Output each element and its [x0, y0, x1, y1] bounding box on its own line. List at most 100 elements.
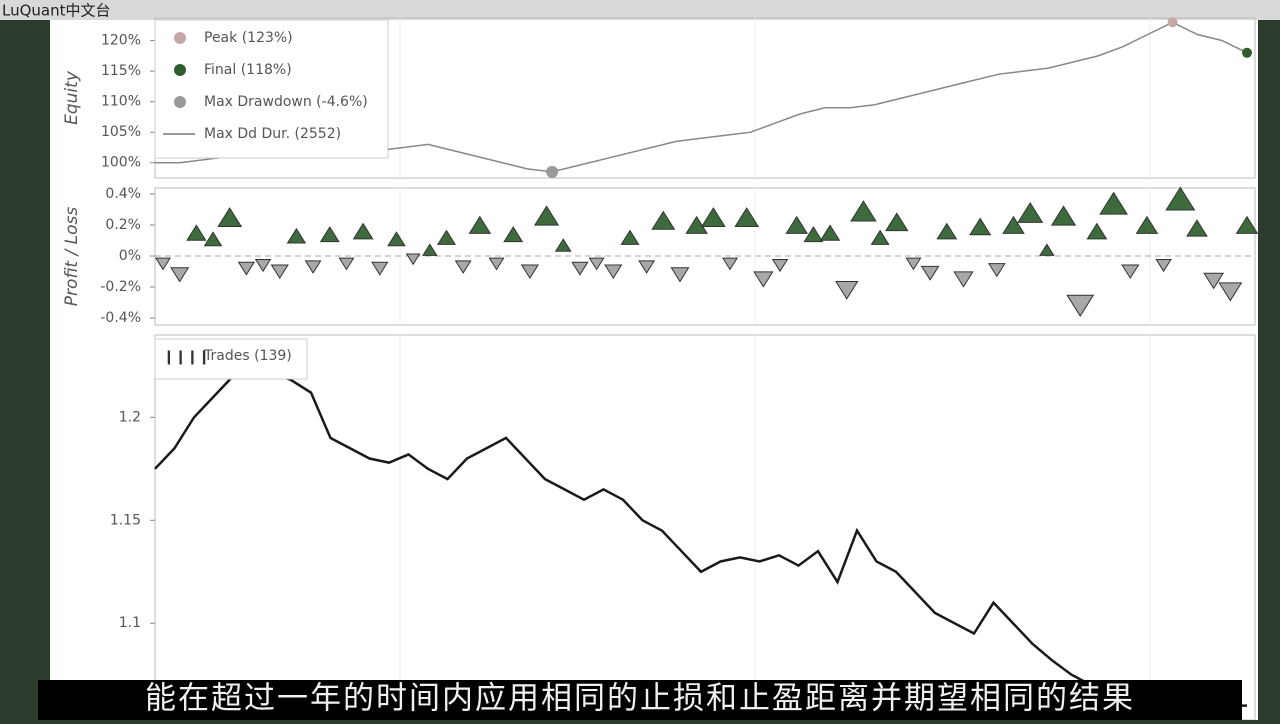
loss-marker — [920, 265, 940, 281]
loss-marker — [638, 260, 656, 274]
profit-marker — [1135, 215, 1159, 234]
loss-marker — [454, 260, 472, 274]
legend-label: Max Dd Dur. (2552) — [204, 126, 341, 142]
y-axis-label: Profit / Loss — [62, 207, 82, 307]
legend-marker — [174, 64, 186, 76]
legend-label: Trades (139) — [203, 348, 292, 364]
loss-marker — [771, 258, 789, 273]
loss-marker — [604, 264, 623, 280]
y-tick-label: 1.1 — [119, 615, 141, 631]
profit-marker — [734, 207, 760, 227]
loss-marker — [905, 257, 922, 271]
loss-marker — [835, 280, 859, 300]
loss-marker — [753, 271, 774, 288]
profit-marker — [286, 227, 307, 244]
y-tick-label: 115% — [101, 63, 141, 79]
y-tick-label: -0.4% — [100, 310, 141, 326]
profit-marker — [936, 222, 958, 240]
loss-marker — [1218, 282, 1243, 302]
loss-marker — [154, 257, 172, 271]
y-tick-label: 0% — [119, 248, 141, 264]
loss-marker — [588, 257, 605, 271]
y-tick-label: 105% — [101, 124, 141, 140]
y-tick-label: 0.4% — [105, 186, 141, 202]
profit-marker — [1039, 243, 1055, 256]
y-tick-label: 120% — [101, 33, 141, 49]
loss-marker — [1066, 294, 1095, 318]
loss-marker — [270, 264, 289, 280]
profit-marker — [1099, 191, 1128, 215]
profit-marker — [1002, 215, 1025, 234]
profit-marker — [554, 238, 572, 252]
loss-marker — [670, 267, 690, 283]
profit-marker — [969, 217, 992, 236]
profit-marker — [850, 200, 877, 222]
profit-marker — [436, 229, 457, 245]
profit-marker — [803, 226, 824, 243]
y-tick-label: 100% — [101, 155, 141, 171]
profit-marker — [533, 205, 560, 226]
loss-marker — [371, 261, 389, 276]
profit-marker — [1017, 201, 1044, 223]
loss-marker — [237, 261, 256, 276]
profit-marker — [1165, 186, 1196, 211]
loss-marker — [170, 267, 190, 283]
loss-marker — [405, 253, 421, 266]
profit-marker — [870, 229, 890, 245]
profit-marker — [352, 222, 374, 240]
y-tick-label: 110% — [101, 94, 141, 110]
subtitle-band — [38, 680, 1242, 720]
legend-label: Peak (123%) — [204, 30, 293, 46]
profit-marker — [1235, 215, 1259, 234]
title-bar — [0, 0, 1280, 20]
y-tick-label: -0.2% — [100, 279, 141, 295]
profit-marker — [217, 207, 243, 227]
y-tick-label: 1.2 — [119, 409, 141, 425]
final-marker — [1242, 47, 1252, 58]
y-tick-label: 1.15 — [110, 512, 141, 528]
legend-marker — [174, 96, 186, 108]
drawdown-marker — [546, 165, 559, 178]
profit-marker — [819, 224, 841, 241]
profit-marker — [685, 215, 708, 234]
loss-marker — [953, 271, 974, 288]
peak-marker — [1167, 17, 1178, 28]
y-axis-label: Equity — [62, 70, 82, 125]
loss-marker — [571, 261, 589, 276]
profit-marker — [319, 226, 340, 243]
profit-marker — [387, 231, 406, 247]
profit-marker — [468, 215, 492, 234]
loss-marker — [254, 258, 272, 273]
watermark: LuQuant中文台 — [2, 2, 111, 20]
legend-marker: ❙❙❙❙ — [163, 349, 210, 365]
loss-marker — [338, 257, 355, 271]
profit-marker — [1050, 205, 1077, 226]
loss-marker — [488, 257, 505, 271]
loss-marker — [722, 257, 739, 271]
plots: 100% 105% 110% 115% 120% Equity Peak (123%) Fin… — [62, 17, 1259, 721]
legend-label: Max Drawdown (-4.6%) — [204, 94, 368, 110]
loss-marker — [1203, 272, 1225, 290]
loss-marker — [1155, 258, 1172, 273]
subtitle: 能在超过一年的时间内应用相同的止损和止盈距离并期望相同的结果 — [145, 681, 1135, 717]
profit-marker — [1186, 219, 1208, 237]
legend-box — [154, 338, 308, 380]
profit-marker — [422, 243, 438, 256]
profit-marker — [203, 231, 223, 247]
loss-marker — [987, 263, 1006, 278]
loss-marker — [304, 260, 322, 274]
profit-marker — [503, 226, 524, 243]
profit-marker — [885, 212, 909, 232]
loss-marker — [520, 264, 539, 280]
y-tick-label: 0.2% — [105, 217, 141, 233]
profit-marker — [700, 207, 726, 227]
profit-marker — [620, 229, 640, 245]
price-line — [154, 364, 1247, 707]
profit-marker — [186, 224, 207, 241]
profit-marker — [651, 210, 676, 230]
legend-label: Final (118%) — [204, 62, 292, 78]
profit-marker — [1086, 222, 1108, 240]
legend-marker — [174, 32, 186, 44]
